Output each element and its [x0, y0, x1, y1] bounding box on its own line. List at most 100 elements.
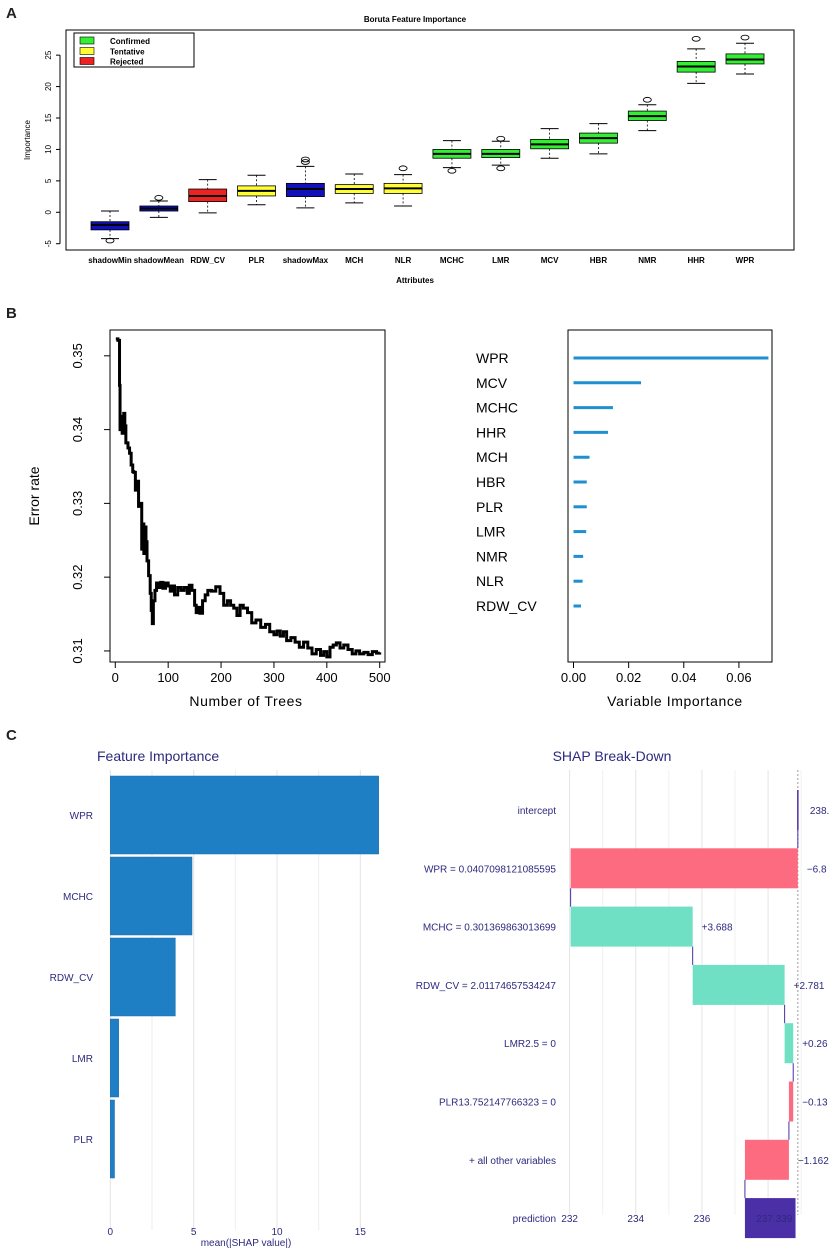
shap-breakdown-bar--: [744, 1139, 789, 1180]
shap-breakdown-bar-prediction: [744, 1198, 796, 1239]
shap-breakdown-bar-plr13-752147766323: [788, 1081, 794, 1122]
boruta-x-tick-label: MCH: [345, 256, 363, 265]
boruta-outlier: [447, 167, 457, 174]
boruta-box-mch: MCH: [334, 173, 374, 265]
boruta-x-tick-label: shadowMin: [88, 256, 132, 265]
shap-importance-x-tick-label: 15: [355, 1227, 367, 1238]
variable-importance-label: RDW_CV: [476, 598, 537, 614]
legend-label-tentative: Tentative: [110, 48, 145, 57]
boruta-box-shadowmin: shadowMin: [88, 210, 132, 265]
variable-importance-label: MCV: [476, 375, 508, 391]
boruta-outlier: [740, 34, 750, 41]
shap-breakdown-value-label: 238.: [810, 806, 829, 817]
error-rate-y-tick-label: 0.31: [70, 638, 85, 663]
shap-breakdown-row-label: prediction: [513, 1214, 556, 1225]
variable-importance-label: HHR: [476, 424, 506, 440]
shap-breakdown-value-label: 237.339: [756, 1214, 793, 1225]
boruta-box-rdw-cv: RDW_CV: [188, 179, 228, 265]
shap-importance-bar-lmr: [110, 1018, 119, 1098]
error-rate-y-tick-label: 0.34: [70, 417, 85, 442]
variable-importance-label: MCHC: [476, 400, 518, 416]
boruta-legend: Confirmed Tentative Rejected: [73, 32, 195, 68]
error-rate-x-tick-label: 500: [369, 670, 391, 685]
shap-breakdown-row-label: RDW_CV = 2.01174657534247: [416, 981, 557, 992]
variable-importance-label: HBR: [476, 474, 506, 490]
boruta-x-axis-label: Attributes: [396, 276, 434, 285]
shap-breakdown-title: SHAP Break-Down: [553, 748, 672, 764]
boruta-x-tick-label: HBR: [590, 256, 608, 265]
shap-breakdown-x-tick-label: 236: [694, 1214, 711, 1225]
shap-breakdown-value-label: +3.688: [702, 923, 733, 934]
shap-importance-label: LMR: [72, 1054, 93, 1065]
boruta-box-shadowmean: shadowMean: [134, 194, 184, 265]
boruta-outlier: [642, 96, 652, 103]
variable-importance-label: PLR: [476, 499, 503, 515]
legend-swatch-confirmed: [79, 36, 95, 45]
shap-breakdown-bar-wpr: [570, 848, 798, 889]
shap-importance-x-tick-label: 5: [191, 1227, 197, 1238]
boruta-x-tick-label: MCHC: [440, 256, 464, 265]
boruta-outlier: [691, 35, 701, 42]
boruta-outlier: [105, 237, 115, 244]
legend-label-confirmed: Confirmed: [110, 37, 150, 46]
boruta-y-tick-label: 20: [44, 82, 53, 91]
variable-importance-label: NLR: [476, 573, 504, 589]
boruta-box-nmr: NMR: [627, 96, 667, 265]
shap-breakdown-x-tick-label: 232: [561, 1214, 578, 1225]
boruta-y-tick-label: 0: [44, 210, 53, 215]
shap-breakdown-value-label: −1.162: [798, 1156, 829, 1167]
legend-swatch-tentative: [79, 47, 95, 55]
shap-breakdown-row-label: LMR2.5 = 0: [504, 1039, 556, 1050]
boruta-y-tick-label: 5: [44, 178, 53, 183]
variable-importance-x-tick-label: 0.02: [616, 670, 641, 685]
variable-importance-label: NMR: [476, 548, 508, 564]
shap-importance-bar-rdw-cv: [110, 937, 176, 1017]
boruta-box-hbr: HBR: [579, 123, 618, 265]
shap-importance-label: RDW_CV: [50, 973, 94, 984]
shap-importance-label: PLR: [74, 1135, 93, 1146]
boruta-x-tick-label: shadowMax: [283, 256, 329, 265]
shap-importance-label: WPR: [70, 811, 93, 822]
boruta-box-hhr: HHR: [676, 35, 716, 265]
boruta-y-tick-label: 15: [44, 113, 53, 122]
variable-importance-x-tick-label: 0.04: [671, 670, 696, 685]
variable-importance-label: WPR: [476, 350, 509, 366]
boruta-x-tick-label: RDW_CV: [190, 256, 225, 265]
shap-importance-label: MCHC: [63, 892, 93, 903]
boruta-x-tick-label: MCV: [541, 256, 559, 265]
panel-label-a: A: [6, 5, 17, 22]
variable-importance-plot-frame: [567, 329, 773, 663]
boruta-outlier: [398, 165, 408, 172]
boruta-box-lmr: LMR: [481, 135, 521, 265]
shap-breakdown-row-label: WPR = 0.0407098121085595: [424, 864, 556, 875]
boruta-y-tick-label: -5: [44, 240, 53, 248]
error-rate-x-tick-label: 200: [210, 670, 232, 685]
legend-label-rejected: Rejected: [110, 58, 143, 67]
shap-importance-bar-plr: [110, 1099, 115, 1179]
panel-label-b: B: [6, 305, 17, 322]
boruta-x-tick-label: WPR: [736, 256, 755, 265]
shap-breakdown-bar-lmr2-5: [784, 1023, 794, 1064]
boruta-x-tick-label: LMR: [492, 256, 510, 265]
error-rate-x-axis-label: Number of Trees: [189, 693, 302, 709]
boruta-outlier: [300, 156, 310, 163]
boruta-outlier: [496, 165, 506, 172]
boruta-chart: Boruta Feature Importance Importance Att…: [23, 15, 795, 285]
boruta-box-wpr: WPR: [725, 34, 765, 265]
boruta-box-shadowmax: shadowMax: [283, 156, 329, 265]
shap-importance-bar-wpr: [110, 775, 379, 855]
boruta-y-tick-label: 25: [44, 50, 53, 59]
error-rate-y-tick-label: 0.33: [70, 491, 85, 516]
shap-importance-x-tick-label: 10: [271, 1227, 283, 1238]
shap-breakdown-value-label: −0.13: [802, 1098, 828, 1109]
boruta-box-plr: PLR: [237, 174, 276, 265]
shap-breakdown-row-label: PLR13.752147766323 = 0: [439, 1098, 556, 1109]
variable-importance-chart: Variable Importance 0.00 0.02 0.04 0.06 WPR…: [476, 329, 773, 709]
shap-importance-chart: Feature Importance 0 5 10 15 WPR MCHC RDW_CV L…: [50, 748, 379, 1249]
shap-breakdown-bar-mchc: [570, 906, 693, 947]
panel-label-c: C: [6, 727, 17, 744]
shap-importance-bar-mchc: [110, 856, 193, 936]
shap-breakdown-chart: SHAP Break-Down 232234236238 intercept23…: [416, 748, 829, 1239]
shap-importance-x-axis-label: mean(|SHAP value|): [201, 1238, 292, 1249]
